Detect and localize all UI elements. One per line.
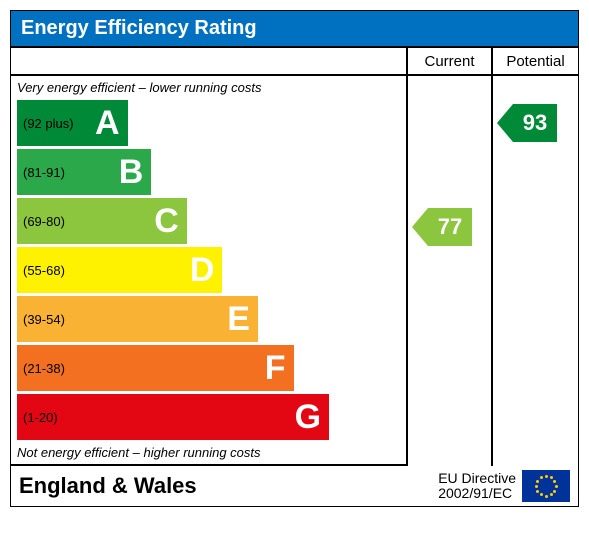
band-range: (55-68) (17, 263, 65, 278)
band-e: (39-54) E (17, 296, 258, 342)
directive-line2: 2002/91/EC (438, 485, 512, 501)
chart-title: Energy Efficiency Rating (11, 11, 578, 46)
bands-column: Very energy efficient – lower running co… (11, 48, 408, 466)
epc-chart: Energy Efficiency Rating Very energy eff… (10, 10, 579, 507)
band-f: (21-38) F (17, 345, 294, 391)
potential-column: Potential 93 (493, 48, 578, 466)
current-column: Current 77 (408, 48, 493, 466)
band-b: (81-91) B (17, 149, 151, 195)
subtitle-top: Very energy efficient – lower running co… (11, 76, 406, 95)
band-g: (1-20) G (17, 394, 329, 440)
band-range: (39-54) (17, 312, 65, 327)
band-range: (92 plus) (17, 116, 74, 131)
header-blank (11, 48, 406, 76)
footer-directive: EU Directive 2002/91/EC (438, 471, 516, 502)
band-range: (69-80) (17, 214, 65, 229)
potential-header: Potential (493, 48, 578, 76)
current-header: Current (408, 48, 491, 76)
current-arrow: 77 (412, 208, 472, 246)
band-letter: G (295, 398, 321, 437)
eu-flag-icon (522, 470, 570, 502)
band-letter: F (265, 349, 286, 388)
band-a: (92 plus) A (17, 100, 128, 146)
band-c: (69-80) C (17, 198, 187, 244)
band-range: (81-91) (17, 165, 65, 180)
band-letter: A (95, 104, 120, 143)
subtitle-bottom: Not energy efficient – higher running co… (11, 445, 406, 466)
footer-region: England & Wales (19, 473, 438, 499)
potential-arrow-value: 93 (513, 104, 557, 142)
current-arrow-value: 77 (428, 208, 472, 246)
band-range: (21-38) (17, 361, 65, 376)
directive-line1: EU Directive (438, 470, 516, 486)
potential-arrow: 93 (497, 104, 557, 142)
chart-body: Very energy efficient – lower running co… (11, 46, 578, 466)
band-letter: B (119, 153, 144, 192)
footer: England & Wales EU Directive 2002/91/EC (11, 466, 578, 506)
band-range: (1-20) (17, 410, 58, 425)
bands-list: (92 plus) A (81-91) B (69-80) C (55-68) D (39-54… (11, 95, 406, 445)
band-d: (55-68) D (17, 247, 222, 293)
band-letter: D (190, 251, 215, 290)
band-letter: E (227, 300, 250, 339)
band-letter: C (154, 202, 179, 241)
